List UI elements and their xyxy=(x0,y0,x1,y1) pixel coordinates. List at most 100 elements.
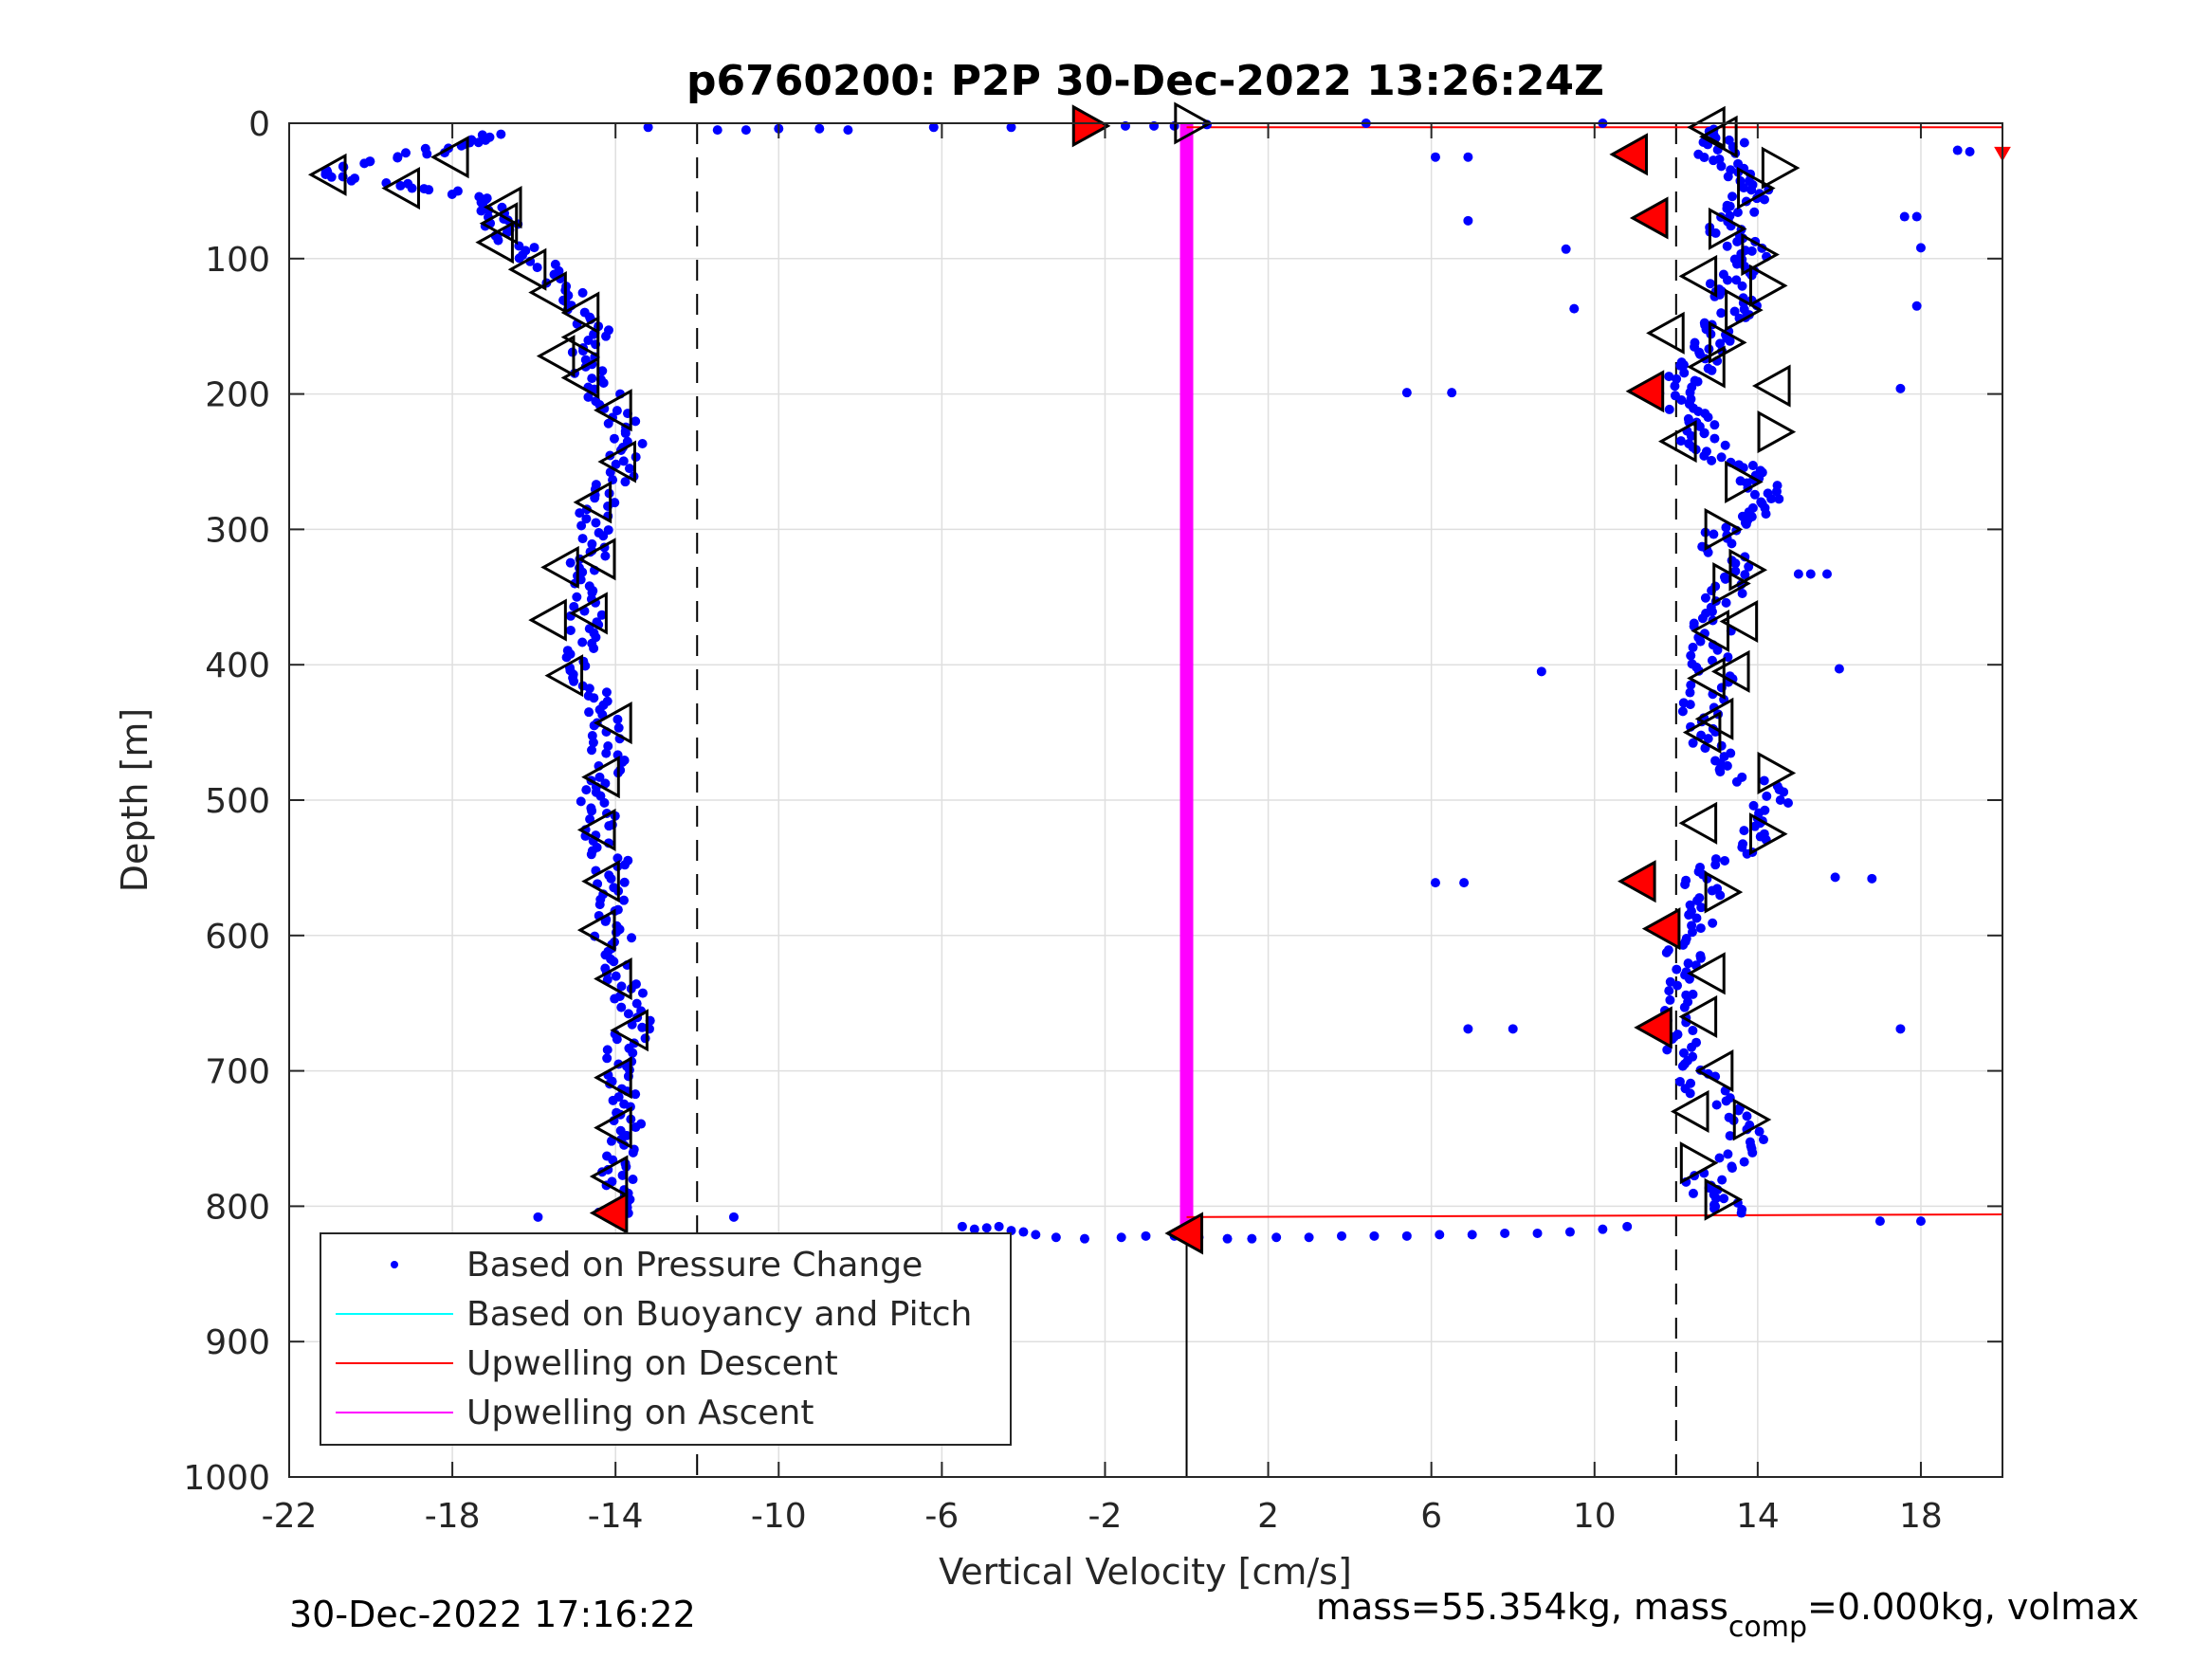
red-triangle-marker xyxy=(1629,196,1669,240)
descent-point xyxy=(326,172,337,182)
open-triangle-marker xyxy=(560,316,600,359)
ascent-point xyxy=(1739,183,1749,193)
descent-point xyxy=(599,797,610,808)
outlier-point xyxy=(1793,569,1803,579)
ascent-point xyxy=(1717,1175,1728,1185)
bottom-point xyxy=(1222,1233,1233,1244)
descent-point xyxy=(395,180,406,191)
outlier-point xyxy=(728,1212,739,1222)
descent-point xyxy=(603,741,613,752)
ascent-point xyxy=(1758,1135,1768,1145)
descent-point xyxy=(583,336,594,346)
descent-point xyxy=(587,374,597,384)
legend-label-pressure: Based on Pressure Change xyxy=(466,1246,923,1285)
y-tick-label: 300 xyxy=(205,511,270,550)
descent-point xyxy=(619,895,630,905)
descent-point xyxy=(609,957,619,967)
ascent-point xyxy=(1733,1105,1744,1116)
open-triangle-marker xyxy=(594,1056,632,1100)
ascent-point xyxy=(1716,308,1727,319)
outlier-point xyxy=(1952,145,1963,155)
ascent-point xyxy=(1754,1126,1764,1137)
x-tick-label: -2 xyxy=(1088,1497,1123,1536)
outlier-point xyxy=(1911,301,1922,311)
open-triangle-marker xyxy=(1699,115,1738,158)
descent-point xyxy=(587,745,597,756)
open-triangle-marker xyxy=(1687,345,1726,389)
open-triangle-marker xyxy=(483,185,522,229)
descent-point xyxy=(576,520,587,531)
open-triangle-marker xyxy=(544,654,584,698)
descent-point xyxy=(581,785,592,795)
open-triangle-marker xyxy=(1658,420,1697,464)
ascent-point xyxy=(1688,738,1698,748)
descent-point xyxy=(584,684,594,694)
outlier-point xyxy=(1805,569,1816,579)
open-triangle-marker xyxy=(1728,548,1768,592)
x-tick-label: -22 xyxy=(262,1497,318,1536)
ascent-point xyxy=(1725,336,1735,346)
open-triangle-marker xyxy=(528,270,567,315)
descent-point xyxy=(590,493,600,503)
descent-point xyxy=(424,185,434,195)
outlier-point xyxy=(1561,244,1571,254)
ascent-point xyxy=(1700,592,1710,603)
open-triangle-marker xyxy=(576,808,616,851)
open-triangle-marker xyxy=(1678,994,1718,1039)
footer-mass-suffix: =0.000kg, volmax xyxy=(1807,1586,2139,1628)
bottom-point xyxy=(1435,1230,1445,1240)
ascent-point xyxy=(1759,775,1769,786)
descent-point xyxy=(613,722,624,733)
outlier-point xyxy=(1463,152,1473,162)
y-tick-label: 100 xyxy=(205,241,270,280)
outlier-point xyxy=(1821,569,1832,579)
descent-point xyxy=(476,206,486,216)
ascent-point xyxy=(1679,368,1690,378)
descent-point xyxy=(627,933,637,943)
ascent-point xyxy=(1727,538,1737,549)
ascent-point xyxy=(1707,885,1717,896)
ascent-point xyxy=(1739,1157,1749,1167)
descent-point xyxy=(496,129,506,139)
descent-point xyxy=(620,428,631,439)
open-triangle-marker xyxy=(1748,812,1788,856)
ascent-point xyxy=(1678,939,1689,950)
surface-point xyxy=(814,123,825,134)
ascent-point xyxy=(1685,700,1695,710)
open-triangle-marker xyxy=(507,247,547,291)
descent-point xyxy=(604,821,614,831)
ascent-point xyxy=(1742,1111,1752,1121)
ascent-point xyxy=(1715,767,1726,777)
ascent-point xyxy=(1774,494,1784,504)
ascent-point xyxy=(1723,652,1733,663)
bottom-point xyxy=(1271,1232,1282,1243)
open-triangle-marker xyxy=(475,221,514,264)
descent-point xyxy=(447,190,457,200)
descent-point xyxy=(569,601,579,611)
descent-point xyxy=(514,253,524,264)
descent-point xyxy=(637,988,648,998)
descent-point xyxy=(575,508,585,519)
x-axis-label: Vertical Velocity [cm/s] xyxy=(939,1551,1352,1593)
surface-point xyxy=(740,125,751,136)
legend-label-descent: Upwelling on Descent xyxy=(466,1344,838,1383)
ascent-point xyxy=(1707,455,1717,465)
ascent-point xyxy=(1711,1100,1722,1110)
open-triangle-marker xyxy=(1732,1098,1772,1141)
outlier-point xyxy=(1569,303,1580,314)
ascent-point xyxy=(1722,203,1732,213)
legend-label-buoyancy: Based on Buoyancy and Pitch xyxy=(466,1295,972,1334)
ascent-point xyxy=(1715,890,1726,901)
descent-point xyxy=(598,377,609,388)
descent-point xyxy=(577,287,588,298)
ascent-point xyxy=(1722,760,1732,771)
open-triangle-marker xyxy=(594,1106,632,1150)
ascent-point xyxy=(1685,687,1695,698)
ascent-point xyxy=(1677,1061,1688,1071)
legend: Based on Pressure Change Based on Buoyan… xyxy=(320,1232,1012,1446)
ascent-point xyxy=(1748,800,1759,811)
descent-point xyxy=(400,148,411,158)
descent-point xyxy=(598,531,609,541)
open-triangle-marker xyxy=(594,702,632,745)
